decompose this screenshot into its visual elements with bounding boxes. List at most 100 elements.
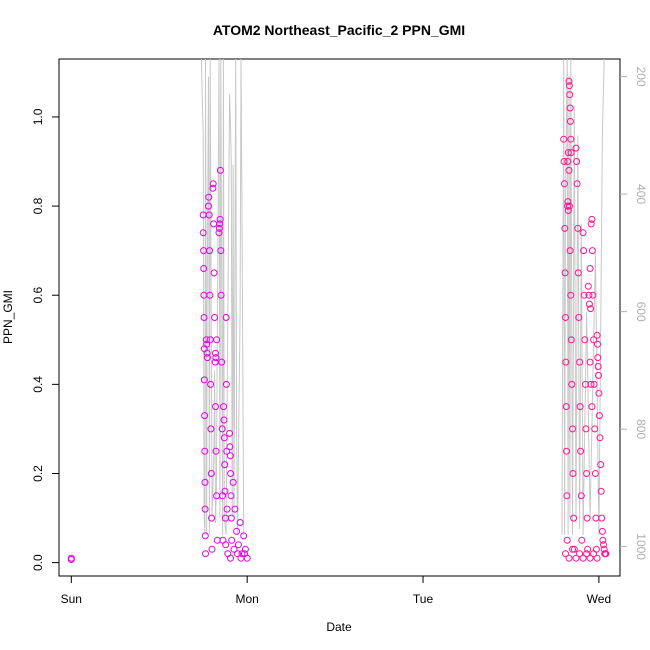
data-point <box>210 220 218 228</box>
data-point <box>585 291 593 299</box>
data-point <box>587 305 595 313</box>
data-point <box>577 447 585 455</box>
data-point <box>563 447 570 455</box>
data-point <box>203 354 211 362</box>
data-point <box>207 425 215 433</box>
data-point <box>584 282 592 290</box>
data-point <box>591 425 599 433</box>
data-point <box>572 554 580 562</box>
y-tick-label: 0.4 <box>31 376 45 393</box>
data-point <box>570 514 578 522</box>
data-point <box>237 554 245 562</box>
data-point <box>561 224 569 232</box>
data-point <box>568 380 576 388</box>
data-point <box>208 545 216 553</box>
data-point <box>567 291 575 299</box>
y2-tick-label: 1000 <box>634 533 648 560</box>
data-point <box>205 211 213 219</box>
data-point <box>567 149 575 157</box>
data-point <box>560 180 568 188</box>
y-tick-label: 0.8 <box>31 197 45 214</box>
data-point <box>598 527 606 535</box>
x-tick-label: Sun <box>61 592 82 606</box>
data-point <box>594 363 602 370</box>
data-point <box>569 545 576 553</box>
data-point <box>212 349 219 357</box>
data-point <box>234 550 241 558</box>
data-point <box>208 514 216 522</box>
data-point <box>205 193 213 201</box>
x-axis-label: Date <box>326 620 352 634</box>
data-point <box>562 314 569 321</box>
data-point <box>569 470 577 477</box>
data-point <box>222 380 230 388</box>
data-point <box>569 425 576 433</box>
data-point <box>564 198 572 206</box>
data-point <box>213 336 221 344</box>
data-point <box>566 117 574 125</box>
data-point <box>580 291 588 299</box>
data-point <box>200 376 208 384</box>
y2-tick-label: 400 <box>634 184 648 204</box>
data-point <box>241 545 249 553</box>
data-point <box>587 220 595 228</box>
data-point <box>594 340 601 348</box>
data-point <box>561 269 569 277</box>
data-point <box>582 425 590 433</box>
data-point <box>226 443 234 451</box>
data-point <box>565 166 573 174</box>
data-point <box>564 158 572 165</box>
data-point <box>211 314 219 321</box>
data-point <box>579 229 587 237</box>
data-point <box>216 166 224 174</box>
data-point <box>590 336 598 344</box>
data-point <box>212 354 220 362</box>
data-point <box>586 554 594 562</box>
data-point <box>576 403 584 411</box>
data-point <box>227 554 234 562</box>
data-point <box>574 269 582 277</box>
data-point <box>203 340 211 348</box>
data-point <box>564 202 572 210</box>
data-point <box>567 135 575 143</box>
data-point <box>592 545 600 553</box>
chart-title: ATOM2 Northeast_Pacific_2 PPN_GMI <box>213 22 465 38</box>
data-point <box>562 358 570 366</box>
data-point <box>203 349 211 357</box>
altitude-trace <box>200 58 605 535</box>
data-point <box>591 470 599 477</box>
data-point <box>579 554 587 562</box>
data-point <box>593 331 601 339</box>
data-point <box>207 470 215 477</box>
data-point <box>218 425 226 433</box>
y-tick-label: 0.0 <box>31 554 45 571</box>
data-point <box>578 536 586 544</box>
data-point <box>583 514 591 522</box>
data-point <box>595 389 603 397</box>
data-point <box>600 541 607 549</box>
data-point <box>222 541 230 549</box>
data-point <box>215 224 223 232</box>
data-point <box>586 265 594 272</box>
x-tick-label: Tue <box>413 592 434 606</box>
data-point <box>221 487 229 495</box>
y-tick-label: 0.6 <box>31 287 45 304</box>
data-points <box>67 77 610 563</box>
data-point <box>581 336 589 344</box>
secondary-y-axis: 200 400 600 800 1000 <box>620 67 648 560</box>
data-point <box>580 247 588 255</box>
data-point <box>562 403 570 411</box>
data-point <box>574 224 582 232</box>
data-point <box>586 358 594 366</box>
data-point <box>563 536 571 544</box>
data-point <box>217 291 225 299</box>
data-point <box>562 550 569 558</box>
data-point <box>566 91 574 99</box>
data-point <box>209 184 217 192</box>
altitude-line <box>561 58 605 535</box>
data-point <box>224 550 232 558</box>
data-point <box>567 336 575 344</box>
data-point <box>588 215 596 223</box>
